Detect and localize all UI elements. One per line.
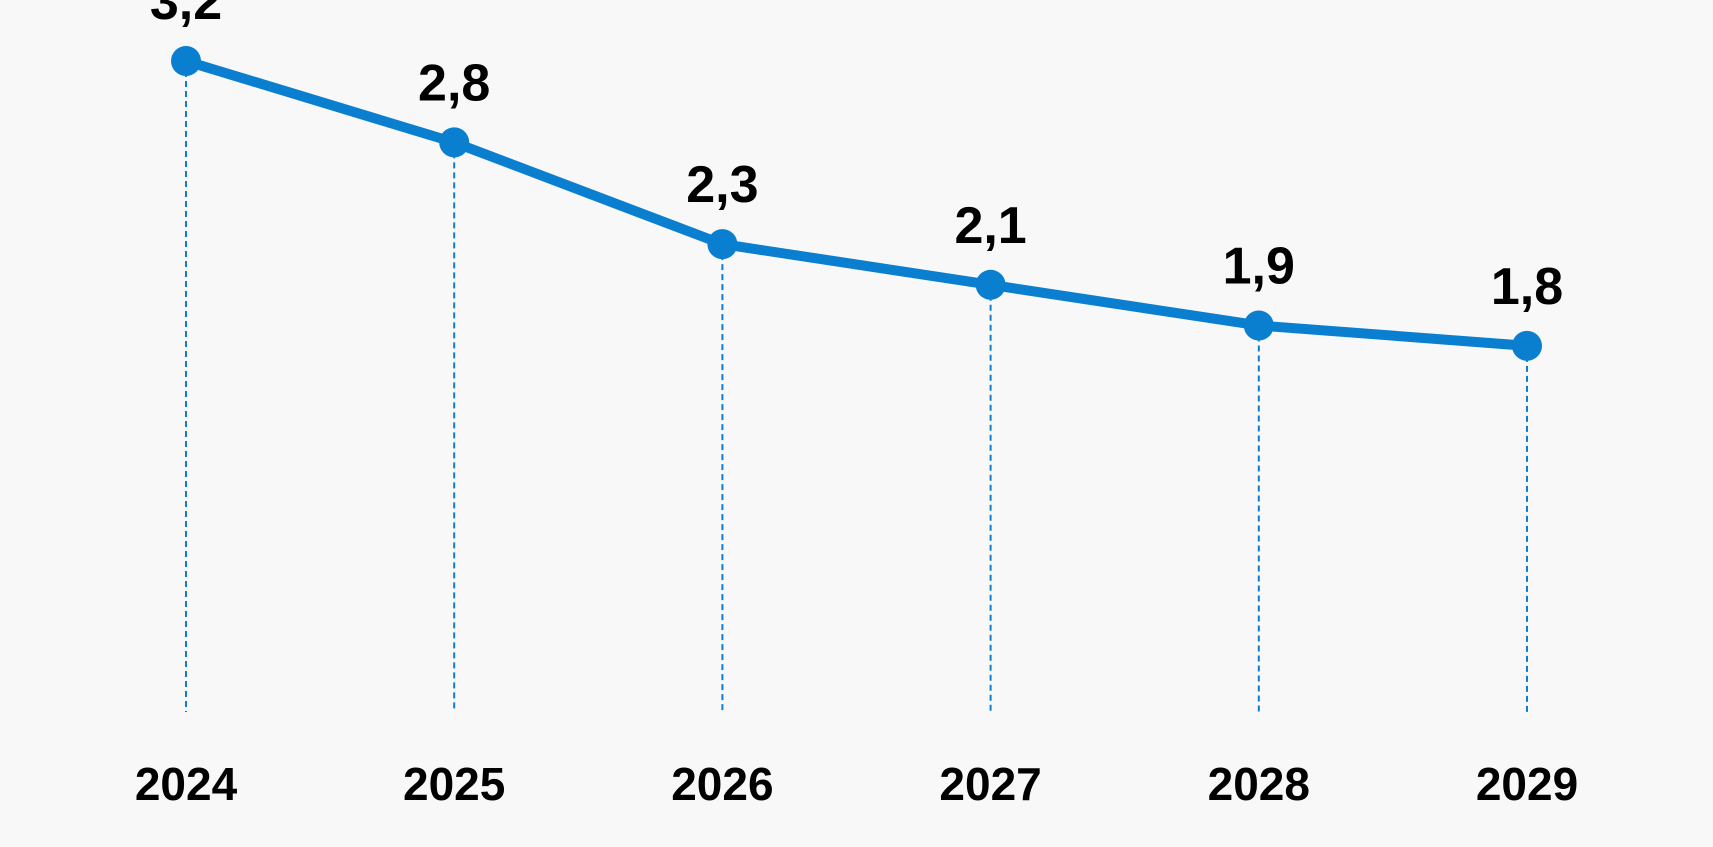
series-line-group (181, 56, 1532, 351)
x-tick-label: 2028 (1208, 758, 1310, 810)
data-point (1243, 310, 1274, 341)
x-axis-ticks: 2024 2025 2026 2027 2028 2029 (135, 758, 1578, 810)
data-label: 2,3 (686, 156, 758, 214)
data-label: 1,8 (1491, 258, 1563, 316)
x-tick-label: 2025 (403, 758, 505, 810)
x-tick-label: 2029 (1476, 758, 1578, 810)
data-label: 3,2 (150, 0, 222, 31)
x-tick-label: 2026 (671, 758, 773, 810)
data-point (975, 269, 1006, 300)
x-tick-label: 2024 (135, 758, 238, 810)
x-tick-label: 2027 (939, 758, 1041, 810)
data-label: 2,8 (418, 54, 490, 112)
data-points (171, 46, 1542, 361)
data-point (171, 46, 201, 77)
data-point (1512, 330, 1542, 361)
data-labels: 3,2 2,8 2,3 2,1 1,9 1,8 (150, 0, 1563, 316)
data-point (439, 127, 470, 158)
drop-lines (185, 61, 1528, 712)
series-line (181, 56, 1532, 351)
data-label: 2,1 (954, 197, 1026, 255)
data-label: 1,9 (1223, 237, 1295, 295)
data-point (707, 229, 738, 260)
